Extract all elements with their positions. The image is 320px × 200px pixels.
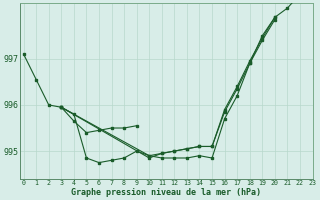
- X-axis label: Graphe pression niveau de la mer (hPa): Graphe pression niveau de la mer (hPa): [71, 188, 261, 197]
